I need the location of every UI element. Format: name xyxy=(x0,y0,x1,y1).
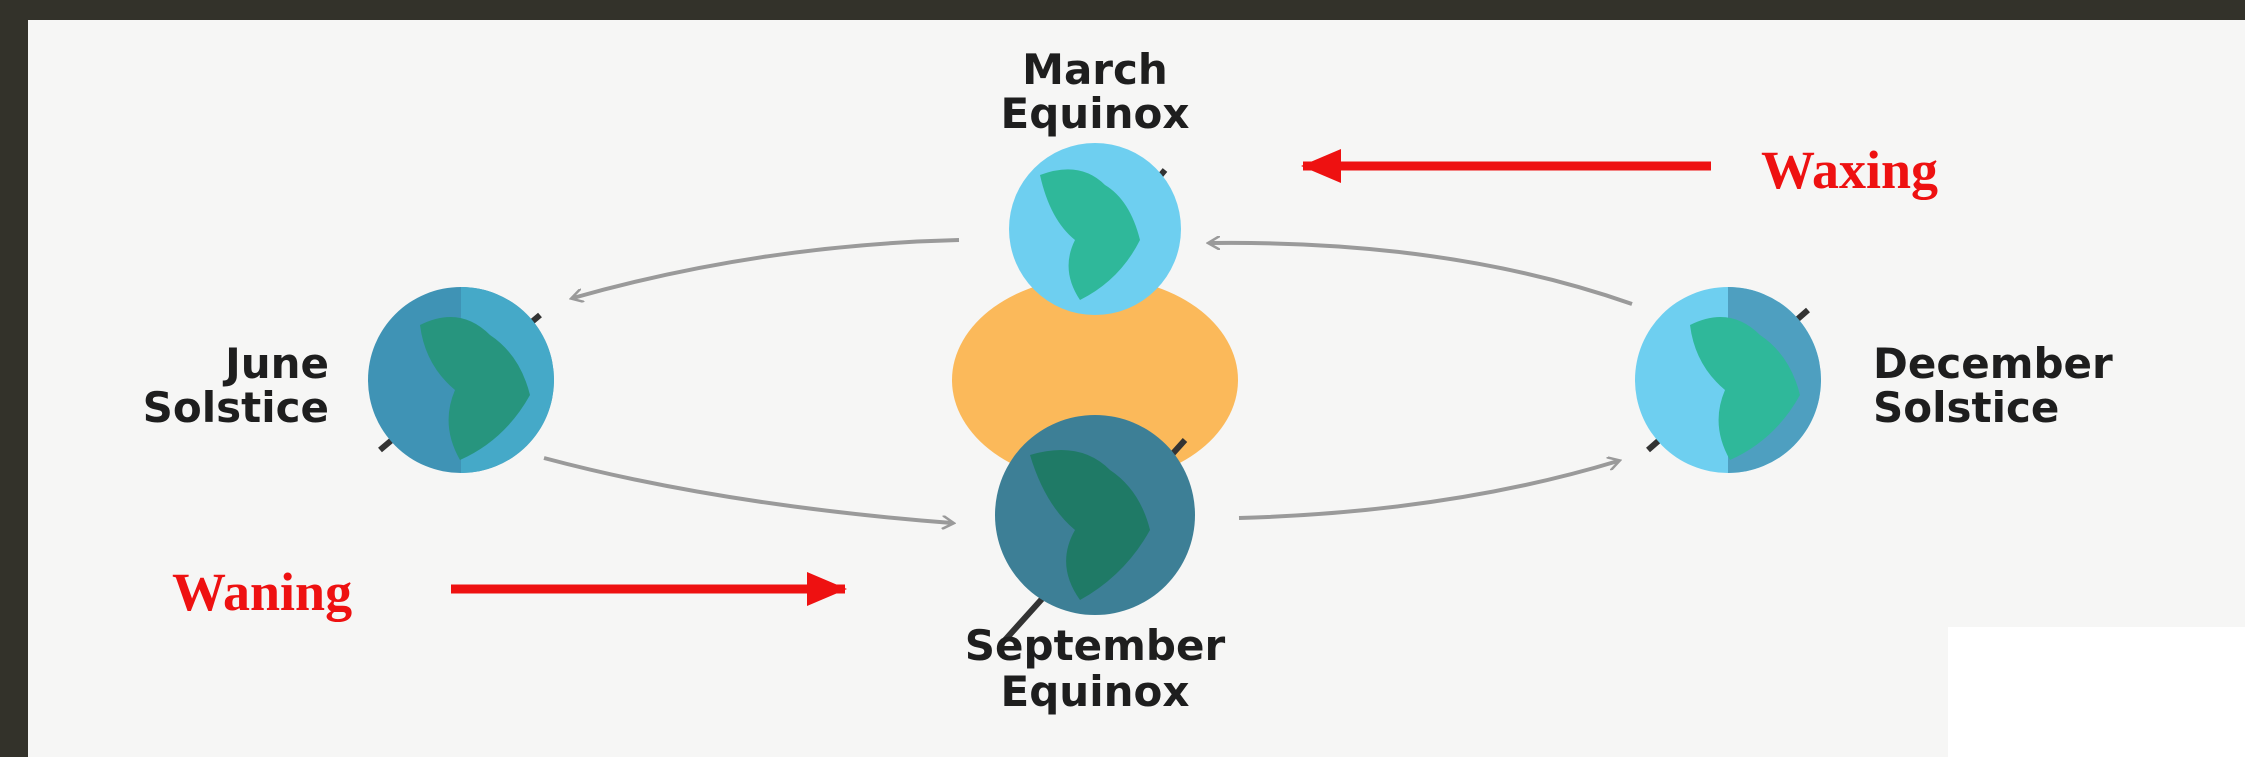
earth-march xyxy=(1009,143,1181,315)
node-label: September xyxy=(965,621,1226,670)
earth-december xyxy=(1635,287,1821,473)
node-label: March xyxy=(1022,45,1168,94)
node-label: Solstice xyxy=(1873,383,2059,432)
node-label: Equinox xyxy=(1001,89,1190,138)
white-box xyxy=(1948,627,2245,757)
earth-june xyxy=(368,287,554,473)
node-label: Equinox xyxy=(1001,667,1190,716)
node-label: Solstice xyxy=(143,383,329,432)
annotation: Waning xyxy=(172,562,352,622)
node-label: June xyxy=(222,339,329,388)
diagram: March Equinox June Solstice December Sol… xyxy=(0,0,2245,757)
annotation: Waxing xyxy=(1761,140,1938,200)
page: March Equinox June Solstice December Sol… xyxy=(0,0,2245,757)
node-label: December xyxy=(1873,339,2113,388)
